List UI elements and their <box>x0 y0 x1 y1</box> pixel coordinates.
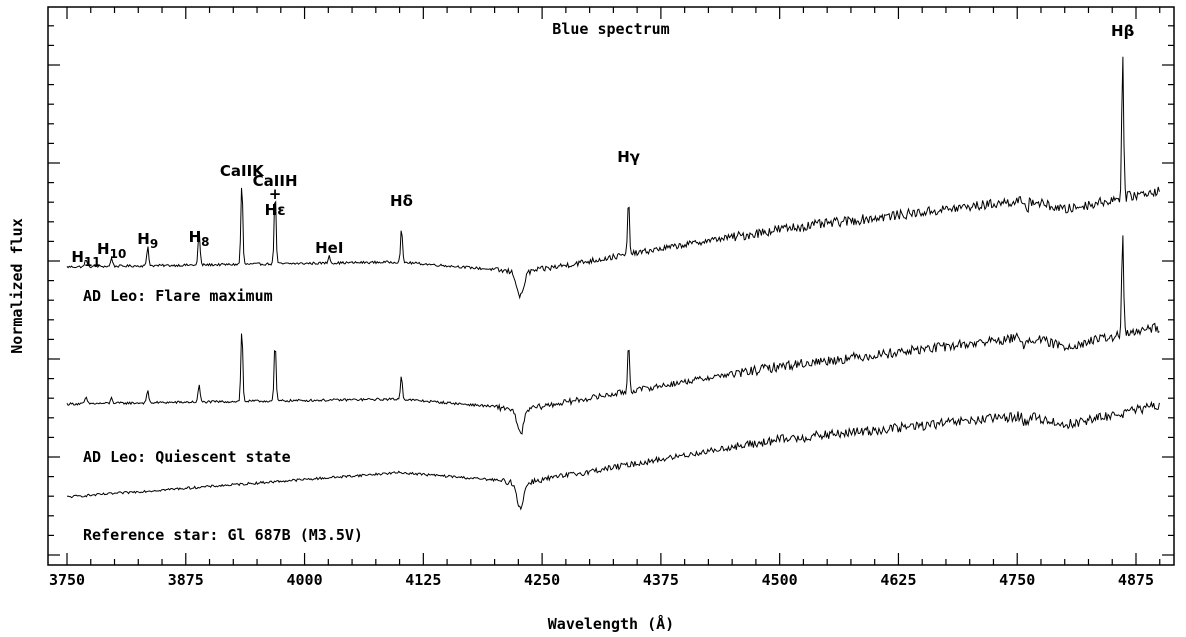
line-label: CaIIH <box>253 172 298 190</box>
series-quiescent <box>66 235 1160 435</box>
x-axis-label: Wavelength (Å) <box>548 614 674 633</box>
line-label: + <box>269 185 282 203</box>
x-tick-label: 4375 <box>643 571 679 589</box>
series-label-reference: Reference star: Gl 687B (M3.5V) <box>83 526 363 544</box>
x-tick-label: 4625 <box>880 571 916 589</box>
line-label: CaIIK <box>220 162 265 180</box>
x-tick-label: 3875 <box>168 571 204 589</box>
y-axis-label: Normalized flux <box>8 218 26 353</box>
axis-ticks <box>48 7 1174 565</box>
x-tick-label: 4500 <box>762 571 798 589</box>
chart-title: Blue spectrum <box>552 20 669 38</box>
series-flare-maximum <box>66 56 1160 300</box>
line-label: Hβ <box>1111 22 1135 40</box>
x-tick-label: 4250 <box>524 571 560 589</box>
line-label: H8 <box>189 228 210 249</box>
line-label: HeI <box>315 239 343 257</box>
spectra-lines <box>66 56 1160 511</box>
line-label: Hγ <box>617 148 640 166</box>
plot-frame <box>47 6 1175 566</box>
x-tick-label: 3750 <box>49 571 85 589</box>
line-label: H10 <box>97 240 126 261</box>
line-label: Hε <box>265 201 286 219</box>
x-tick-label: 4125 <box>405 571 441 589</box>
line-label: Hδ <box>390 192 413 210</box>
x-tick-label: 4000 <box>286 571 322 589</box>
series-label-quiescent: AD Leo: Quiescent state <box>83 448 291 466</box>
line-label: H9 <box>137 230 158 251</box>
x-tick-label: 4875 <box>1118 571 1154 589</box>
series-reference <box>66 400 1160 511</box>
x-tick-label: 4750 <box>999 571 1035 589</box>
series-label-flare: AD Leo: Flare maximum <box>83 287 273 305</box>
x-tick-labels: 3750 3875 4000 4125 4250 4375 4500 4625 4750 4875 <box>49 571 1154 589</box>
